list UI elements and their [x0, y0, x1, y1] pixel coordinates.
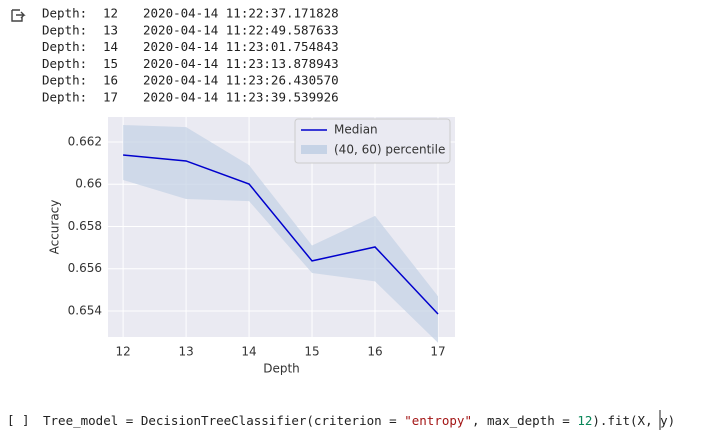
- code-line: Tree_model = DecisionTreeClassifier(crit…: [43, 413, 675, 428]
- code-token: 12: [577, 413, 592, 428]
- output-icon: [11, 9, 26, 22]
- output-time: 2020-04-14 11:23:26.430570: [143, 73, 339, 88]
- x-tick-label: 17: [430, 345, 445, 359]
- output-label: Depth:: [42, 22, 87, 37]
- legend-label: Median: [334, 123, 378, 137]
- code-token: ).fit(X, y): [592, 413, 675, 428]
- percentile-band: [123, 125, 438, 343]
- output-label: Depth:: [42, 73, 87, 88]
- output-depth: 14: [103, 39, 118, 54]
- code-token: "entropy": [404, 413, 472, 428]
- output-time: 2020-04-14 11:23:13.878943: [143, 56, 339, 71]
- output-depth: 12: [103, 6, 118, 21]
- cell-prompt: [ ]: [7, 413, 30, 428]
- output-time: 2020-04-14 11:23:39.539926: [143, 90, 339, 105]
- x-tick-label: 13: [178, 345, 193, 359]
- code-cell[interactable]: [0, 398, 703, 440]
- output-depth: 17: [103, 90, 118, 105]
- output-label: Depth:: [42, 39, 87, 54]
- output-depth: 15: [103, 56, 118, 71]
- y-tick-label: 0.66: [75, 177, 102, 191]
- legend-box: [294, 118, 451, 164]
- median-line: [123, 154, 439, 315]
- output-label: Depth:: [42, 90, 87, 105]
- output-label: Depth:: [42, 6, 87, 21]
- output-time: 2020-04-14 11:23:01.754843: [143, 39, 339, 54]
- x-tick-label: 12: [115, 345, 130, 359]
- x-axis-label: Depth: [263, 362, 300, 376]
- output-time: 2020-04-14 11:22:49.587633: [143, 22, 339, 37]
- code-token: , max_depth =: [472, 413, 577, 428]
- code-token: Tree_model = DecisionTreeClassifier(crit…: [43, 413, 404, 428]
- output-depth: 13: [103, 22, 118, 37]
- y-tick-label: 0.658: [68, 219, 102, 233]
- output-label: Depth:: [42, 56, 87, 71]
- x-tick-label: 16: [367, 345, 382, 359]
- y-axis-label: Accuracy: [48, 200, 62, 255]
- output-time: 2020-04-14 11:22:37.171828: [143, 6, 339, 21]
- legend-patch: [301, 145, 327, 154]
- y-tick-label: 0.656: [68, 261, 102, 275]
- legend-label: (40, 60) percentile: [334, 143, 445, 157]
- y-tick-label: 0.662: [68, 134, 102, 148]
- output-depth: 16: [103, 73, 118, 88]
- x-tick-label: 15: [304, 345, 319, 359]
- x-tick-label: 14: [241, 345, 256, 359]
- y-tick-label: 0.654: [68, 304, 102, 318]
